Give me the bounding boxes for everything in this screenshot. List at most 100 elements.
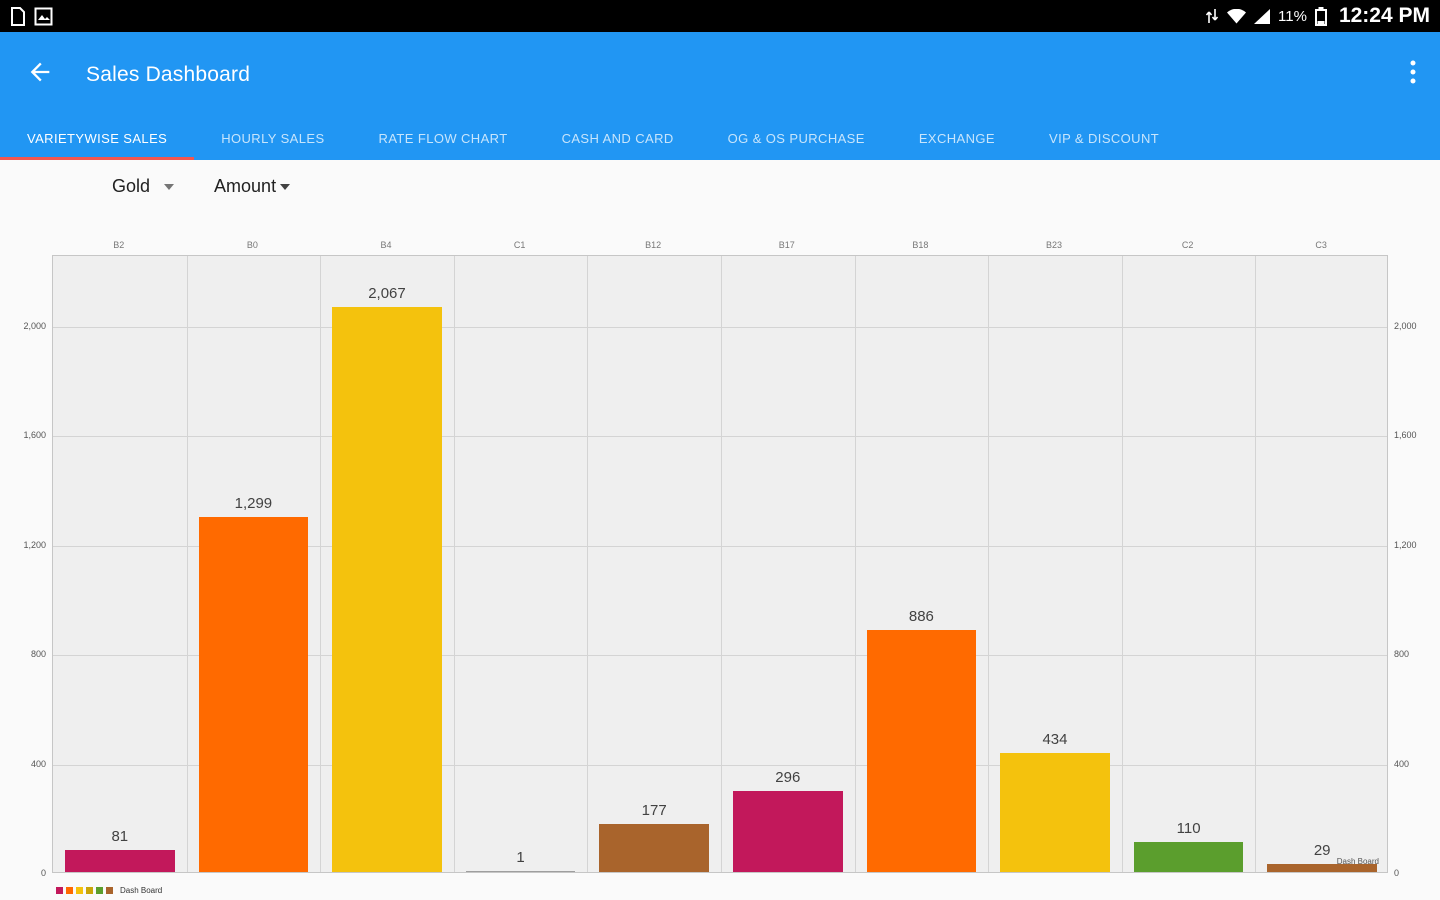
bar-value-label: 1,299 [234,494,273,512]
bar-B12[interactable] [599,823,709,872]
tab-hourly-sales[interactable]: HOURLY SALES [221,131,325,146]
legend-swatch [66,887,73,894]
gallery-notification-icon [34,7,53,26]
category-label: B18 [912,240,929,250]
legend-label: Dash Board [120,886,163,895]
metal-dropdown-value: Gold [112,176,151,196]
y-axis-label-left: 1,200 [23,539,46,550]
chart-plot: Dash Board 81 1,299 2,067 1 177 296 886 434 110 2… [52,255,1388,873]
back-button[interactable] [16,51,64,99]
filters: Gold Amount [112,176,291,197]
category-label: B2 [113,240,125,250]
category-label: B4 [380,240,392,250]
bar-B2[interactable] [65,849,175,872]
bar-value-label: 886 [908,607,934,625]
bar-value-label: 434 [1042,731,1068,749]
legend-swatch [86,887,93,894]
y-axis-label-left: 1,600 [23,430,46,441]
legend-swatch [56,887,63,894]
status-left-icons [10,6,53,26]
wifi-icon [1227,8,1247,24]
bar-C3[interactable] [1267,864,1377,872]
category-label: C3 [1315,240,1327,250]
bar-value-label: 1 [516,849,525,866]
page-title: Sales Dashboard [86,62,251,86]
y-axis-label-left: 0 [40,868,46,878]
chevron-down-icon [164,183,175,190]
gridline-vertical [988,256,990,872]
category-label: B12 [645,240,662,250]
clock: 12:24 PM [1338,4,1430,27]
bar-C1[interactable] [465,871,576,872]
y-axis-label-right: 400 [1394,758,1410,769]
app-bar: Sales Dashboard [0,32,1440,117]
bar-C2[interactable] [1133,841,1244,872]
status-right-cluster: 11% 12:24 PM [1205,4,1430,28]
gridline-horizontal [53,327,1387,329]
chevron-down-icon [280,183,291,190]
overflow-menu-icon [1410,59,1416,90]
status-bar: 11% 12:24 PM [0,0,1440,32]
bar-value-label: 2,067 [368,284,406,302]
data-transfer-icon [1205,8,1219,24]
tab-varietywise-sales[interactable]: VARIETYWISE SALES [0,117,195,160]
y-axis-label-left: 800 [30,649,46,660]
y-axis-label-left: 400 [30,758,46,769]
bar-value-label: 29 [1313,842,1331,860]
gridline-vertical [186,256,188,872]
y-axis-label-right: 2,000 [1394,321,1417,332]
tab-bar: VARIETYWISE SALES HOURLY SALES RATE FLOW C… [0,117,1440,160]
gridline-vertical [1121,256,1123,872]
gridline-horizontal [53,436,1387,438]
gridline-vertical [854,256,856,872]
measure-dropdown[interactable]: Amount [214,176,291,197]
tab-vip-discount[interactable]: VIP & DISCOUNT [1049,131,1160,146]
back-arrow-icon [26,58,54,91]
legend-swatch [76,887,83,894]
gridline-vertical [1255,256,1257,872]
bar-value-label: 177 [641,801,667,819]
tab-exchange[interactable]: EXCHANGE [918,131,995,146]
bar-B4[interactable] [332,306,442,872]
signal-icon [1254,8,1271,24]
bar-B17[interactable] [733,791,843,872]
category-label: B17 [778,240,795,250]
y-axis-label-right: 1,600 [1394,430,1417,441]
bar-B23[interactable] [1000,753,1110,872]
gridline-vertical [320,256,322,872]
battery-icon [1314,6,1327,26]
gridline-horizontal [53,655,1387,657]
y-axis-label-right: 800 [1394,649,1410,660]
gridline-horizontal [53,764,1387,766]
file-notification-icon [10,6,25,26]
overflow-menu-button[interactable] [1410,59,1416,90]
legend-swatch [106,887,113,894]
category-label: B23 [1045,240,1062,250]
bar-value-label: 296 [775,769,801,787]
gridline-vertical [721,256,722,872]
tab-cash-and-card[interactable]: CASH AND CARD [561,131,674,146]
category-label: C1 [513,240,526,250]
tab-og-os-purchase[interactable]: OG & OS PURCHASE [727,131,865,146]
bar-value-label: 110 [1176,819,1201,837]
y-axis-label-right: 1,200 [1394,539,1417,550]
gridline-vertical [587,256,589,872]
y-axis-label-left: 2,000 [23,321,46,332]
battery-percent: 11% [1278,7,1307,25]
chart: Dash Board 81 1,299 2,067 1 177 296 886 434 110 2… [23,240,1416,878]
y-axis-label-right: 0 [1394,868,1400,878]
metal-dropdown[interactable]: Gold [112,176,175,197]
bar-B18[interactable] [866,629,977,872]
chart-watermark: Dash Board [1336,857,1379,866]
tab-rate-flow-chart[interactable]: RATE FLOW CHART [378,131,508,146]
category-label: C2 [1181,240,1194,250]
category-label: B0 [246,240,258,250]
bar-value-label: 81 [111,827,129,845]
bar-B0[interactable] [198,516,309,872]
gridline-vertical [453,256,455,872]
legend-swatch [96,887,103,894]
legend: Dash Board [56,886,162,895]
measure-dropdown-value: Amount [214,176,277,196]
gridline-horizontal [53,545,1387,547]
